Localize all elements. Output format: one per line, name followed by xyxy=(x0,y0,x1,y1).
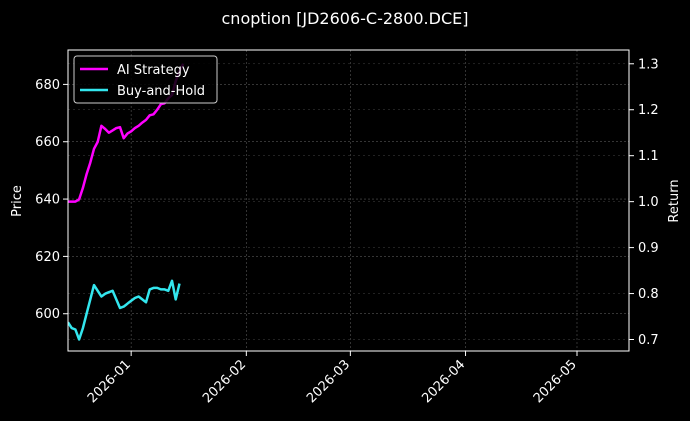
legend-label-buy-and-hold: Buy-and-Hold xyxy=(117,84,205,99)
x-tick-label: 2026-03 xyxy=(304,357,353,406)
legend-frame xyxy=(73,55,218,104)
series-line-buy-and-hold xyxy=(68,279,181,341)
y2-axis-label: Return xyxy=(667,179,682,222)
x-tick-label: 2026-05 xyxy=(531,357,580,406)
y2-tick-label: 1.0 xyxy=(638,195,659,210)
y-axis-label: Price xyxy=(10,185,25,217)
legend-label-ai-strategy: AI Strategy xyxy=(117,63,190,78)
y2-tick-label: 1.2 xyxy=(638,103,659,118)
y-tick-label: 620 xyxy=(35,250,60,265)
x-tick-label: 2026-02 xyxy=(200,357,249,406)
x-tick-label: 2026-01 xyxy=(85,357,134,406)
y2-tick-label: 0.9 xyxy=(638,241,659,256)
y2-tick-label: 0.7 xyxy=(638,333,659,348)
chart-title: cnoption [JD2606-C-2800.DCE] xyxy=(222,9,469,28)
y2-tick-label: 0.8 xyxy=(638,287,659,302)
y-tick-label: 680 xyxy=(35,78,60,93)
grid xyxy=(68,50,629,351)
series-layer xyxy=(68,63,185,341)
y2-tick-label: 1.3 xyxy=(638,57,659,72)
x-tick-label: 2026-04 xyxy=(419,357,468,406)
y-tick-label: 640 xyxy=(35,193,60,208)
plot-area-frame xyxy=(67,49,630,352)
legend: AI Strategy Buy-and-Hold xyxy=(73,55,218,104)
y-tick-label: 600 xyxy=(35,307,60,322)
y2-tick-label: 1.1 xyxy=(638,149,659,164)
y-tick-label: 660 xyxy=(35,135,60,150)
